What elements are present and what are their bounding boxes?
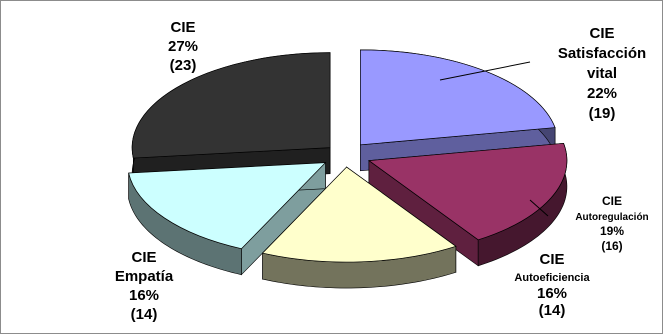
slice-3-line2: Empatía [115, 268, 174, 285]
slice-1-top [367, 142, 568, 241]
leader-line-0 [439, 61, 531, 81]
slice-4-line1: CIE [170, 19, 195, 36]
slice-1-line2: Autoregulación [575, 212, 648, 223]
slice-0-line2: Satisfacción [558, 45, 646, 62]
slice-2-count-label: (14) [539, 302, 566, 319]
slice-2-pct-label: 16% [537, 285, 567, 302]
slice-1-line1: CIE [602, 194, 622, 208]
slice-0-line2b: vital [587, 65, 617, 82]
slice-3-line1: CIE [131, 249, 156, 266]
slice-3-pct-label: 16% [129, 287, 159, 304]
slice-3-top [128, 162, 327, 250]
slice-1-pct-label: 19% [600, 224, 624, 238]
slice-4-count-label: (23) [170, 57, 197, 74]
slice-0-top [360, 49, 556, 146]
slice-0-count-label: (19) [589, 105, 616, 122]
slice-tops [128, 49, 568, 263]
slice-1-count-label: (16) [601, 239, 622, 253]
slice-0-line1: CIE [589, 25, 614, 42]
slice-labels: CIE Satisfacción vital 22% (19) CIE Autoregula… [115, 19, 649, 323]
slice-3-count-label: (14) [131, 306, 158, 323]
slice-2-line1: CIE [539, 251, 564, 268]
leader-line-1 [529, 199, 549, 217]
slice-4-pct-label: 27% [168, 38, 198, 55]
slice-4-top [131, 52, 331, 159]
slice-0-pct-label: 22% [587, 85, 617, 102]
slice-2-top [261, 166, 457, 263]
slice-2-line2: Autoeficiencia [514, 272, 590, 284]
